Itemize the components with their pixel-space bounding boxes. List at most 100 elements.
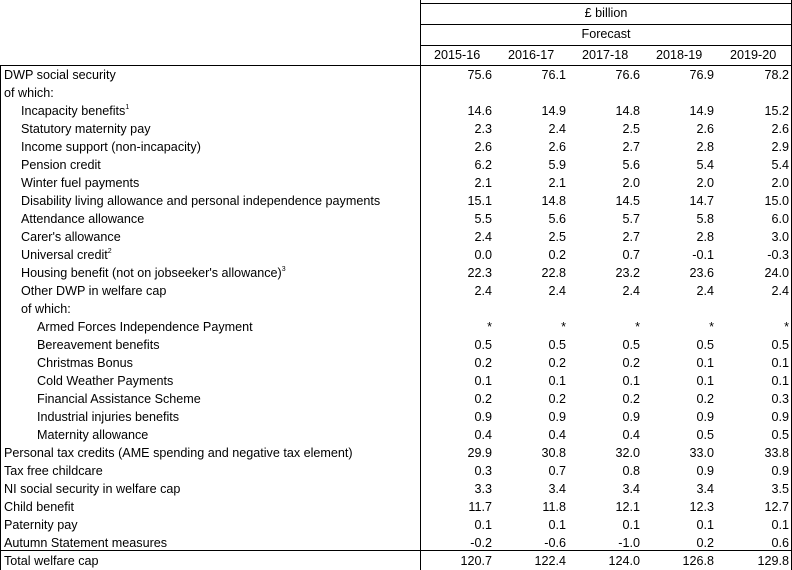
cell-value: 3.4: [548, 482, 566, 496]
cell-value: -0.1: [692, 248, 714, 262]
year-col-4: 2018-19: [656, 48, 703, 62]
cell-value: 2.3: [474, 122, 492, 136]
cell-value: 0.9: [548, 410, 566, 424]
cell-value: 5.5: [474, 212, 492, 226]
cell-value: 0.5: [696, 428, 714, 442]
cell-value: 6.0: [771, 212, 789, 226]
row-label: DWP social security: [4, 68, 116, 82]
cell-value: 0.1: [474, 374, 492, 388]
cell-value: 15.0: [764, 194, 789, 208]
cell-value: 2.4: [771, 284, 789, 298]
cell-value: 2.4: [622, 284, 640, 298]
cell-value: 23.6: [689, 266, 714, 280]
cell-value: 3.0: [771, 230, 789, 244]
cell-value: *: [784, 320, 789, 334]
cell-value: 14.9: [689, 104, 714, 118]
cell-value: 0.2: [696, 392, 714, 406]
year-col-5: 2019-20: [730, 48, 777, 62]
table-row: Paternity pay 0.1 0.1 0.1 0.1 0.1: [0, 516, 792, 534]
row-label: Financial Assistance Scheme: [37, 392, 201, 406]
table-row: Bereavement benefits 0.5 0.5 0.5 0.5 0.5: [0, 336, 792, 354]
cell-value: 2.7: [622, 230, 640, 244]
cell-value: 0.1: [696, 356, 714, 370]
cell-value: -0.2: [470, 536, 492, 550]
row-label: Christmas Bonus: [37, 356, 133, 370]
row-label: Housing benefit (not on jobseeker's allo…: [21, 266, 286, 280]
cell-value: 2.6: [548, 140, 566, 154]
cell-value: 3.4: [622, 482, 640, 496]
row-label: Income support (non-incapacity): [21, 140, 201, 154]
cell-value: 12.3: [689, 500, 714, 514]
cell-value: 0.1: [696, 518, 714, 532]
table-row: Armed Forces Independence Payment * * * * *: [0, 318, 792, 336]
cell-value: 0.2: [696, 536, 714, 550]
table-row: Income support (non-incapacity) 2.6 2.6 2.7…: [0, 138, 792, 156]
forecast-label: Forecast: [581, 27, 631, 41]
table-row: Housing benefit (not on jobseeker's allo…: [0, 264, 792, 282]
cell-value: 126.8: [682, 554, 714, 568]
cell-value: 0.3: [474, 464, 492, 478]
row-label: Disability living allowance and personal…: [21, 194, 381, 208]
cell-value: 0.1: [771, 518, 789, 532]
cell-value: 6.2: [474, 158, 492, 172]
unit-label: £ billion: [584, 6, 628, 20]
row-label: Other DWP in welfare cap: [21, 284, 167, 298]
table-row: of which:: [0, 300, 792, 318]
cell-value: 0.2: [548, 356, 566, 370]
cell-value: 2.5: [548, 230, 566, 244]
cell-value: 0.0: [474, 248, 492, 262]
cell-value: 5.7: [622, 212, 640, 226]
row-label: Armed Forces Independence Payment: [37, 320, 253, 334]
cell-value: 30.8: [541, 446, 566, 460]
cell-value: 14.6: [467, 104, 492, 118]
cell-value: 23.2: [615, 266, 640, 280]
row-label: Attendance allowance: [21, 212, 145, 226]
cell-value: 3.5: [771, 482, 789, 496]
cell-value: 0.1: [548, 518, 566, 532]
cell-value: *: [487, 320, 492, 334]
cell-value: 12.7: [764, 500, 789, 514]
row-label: of which:: [4, 86, 54, 100]
cell-value: 12.1: [615, 500, 640, 514]
table-row: DWP social security 75.6 76.1 76.6 76.9 78.2: [0, 66, 792, 84]
cell-value: 2.0: [696, 176, 714, 190]
cell-value: 0.1: [548, 374, 566, 388]
header-bottom-rule: [0, 65, 792, 66]
row-label: Autumn Statement measures: [4, 536, 168, 550]
table-row: NI social security in welfare cap 3.3 3.4 3…: [0, 480, 792, 498]
table-row: Disability living allowance and personal…: [0, 192, 792, 210]
cell-value: 5.4: [696, 158, 714, 172]
row-label: Total welfare cap: [4, 554, 99, 568]
cell-value: 2.0: [622, 176, 640, 190]
table-row: Other DWP in welfare cap 2.4 2.4 2.4 2.4 2.4: [0, 282, 792, 300]
cell-value: -1.0: [618, 536, 640, 550]
cell-value: 24.0: [764, 266, 789, 280]
table-row: Tax free childcare 0.3 0.7 0.8 0.9 0.9: [0, 462, 792, 480]
row-label: Pension credit: [21, 158, 101, 172]
year-col-1: 2015-16: [434, 48, 481, 62]
cell-value: 0.1: [622, 374, 640, 388]
cell-value: 3.3: [474, 482, 492, 496]
cell-value: 0.1: [696, 374, 714, 388]
cell-value: 2.9: [771, 140, 789, 154]
cell-value: 15.2: [764, 104, 789, 118]
cell-value: 124.0: [608, 554, 640, 568]
cell-value: 2.0: [771, 176, 789, 190]
cell-value: 0.1: [622, 518, 640, 532]
cell-value: 78.2: [764, 68, 789, 82]
cell-value: 0.2: [548, 392, 566, 406]
row-label: Incapacity benefits1: [21, 104, 130, 118]
cell-value: 76.9: [689, 68, 714, 82]
cell-value: 0.2: [474, 356, 492, 370]
cell-value: 0.5: [696, 338, 714, 352]
table-row: Personal tax credits (AME spending and n…: [0, 444, 792, 462]
cell-value: 11.7: [468, 500, 492, 514]
cell-value: 0.4: [548, 428, 566, 442]
year-col-3: 2017-18: [582, 48, 629, 62]
cell-value: 0.9: [696, 464, 714, 478]
table-row: Christmas Bonus 0.2 0.2 0.2 0.1 0.1: [0, 354, 792, 372]
cell-value: 2.8: [696, 140, 714, 154]
cell-value: 3.4: [696, 482, 714, 496]
cell-value: 0.1: [474, 518, 492, 532]
